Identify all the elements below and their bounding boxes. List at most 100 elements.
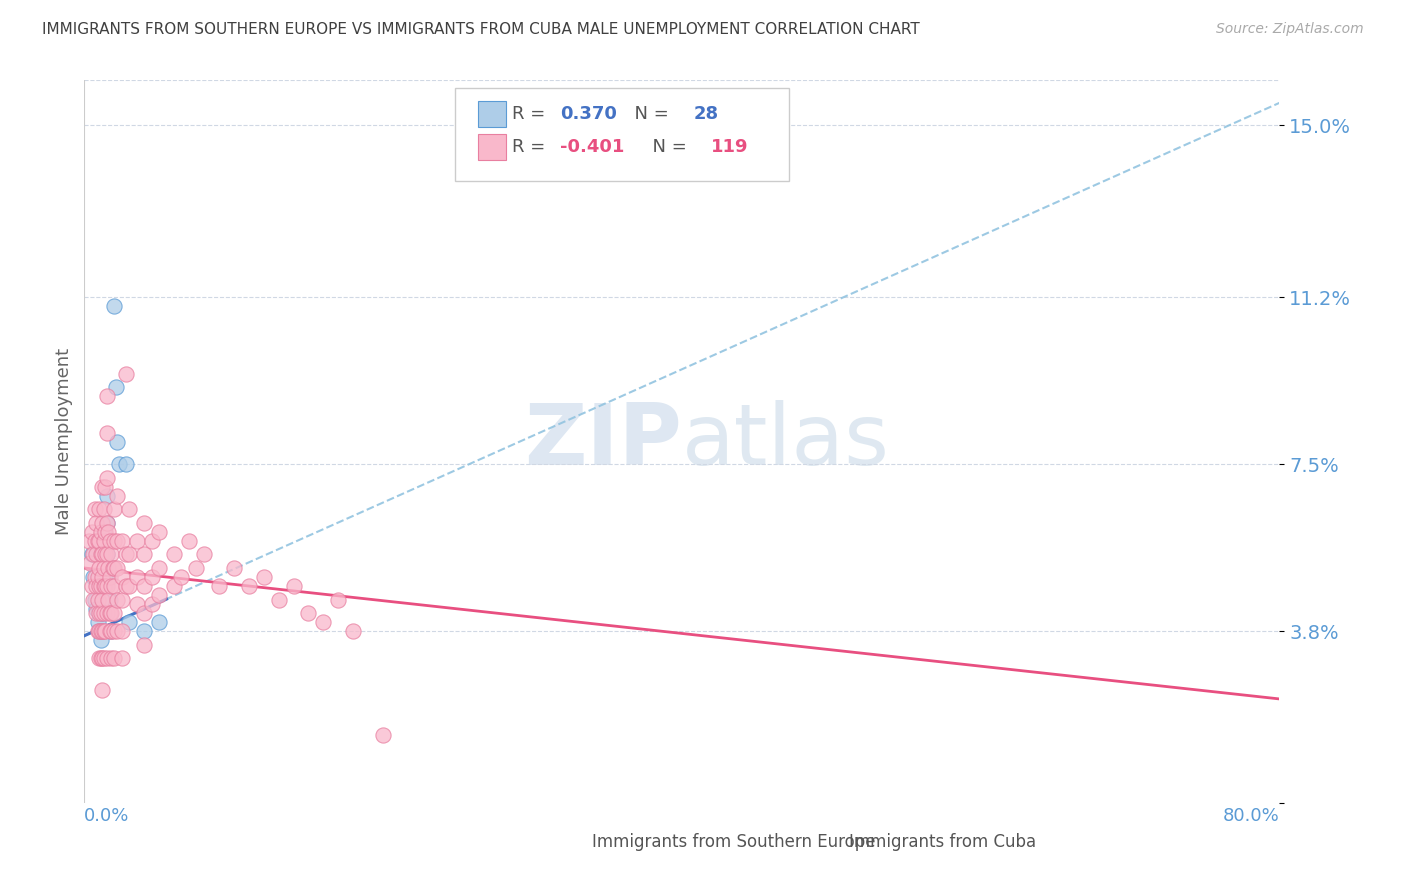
Point — [83, 502, 105, 516]
Point — [93, 624, 115, 639]
Point — [100, 624, 122, 639]
Point — [93, 524, 115, 539]
Point — [91, 480, 114, 494]
Point — [111, 570, 134, 584]
Point — [91, 592, 114, 607]
Point — [79, 557, 101, 571]
Point — [115, 457, 138, 471]
Point — [105, 624, 128, 639]
Point — [148, 588, 170, 602]
Point — [103, 299, 125, 313]
Point — [107, 457, 129, 471]
FancyBboxPatch shape — [813, 833, 845, 850]
Point — [89, 561, 111, 575]
Text: R =: R = — [512, 105, 551, 123]
Point — [103, 561, 125, 575]
Point — [97, 524, 120, 539]
Text: IMMIGRANTS FROM SOUTHERN EUROPE VS IMMIGRANTS FROM CUBA MALE UNEMPLOYMENT CORREL: IMMIGRANTS FROM SOUTHERN EUROPE VS IMMIG… — [42, 22, 920, 37]
Point — [100, 606, 122, 620]
Point — [97, 570, 120, 584]
Point — [82, 548, 104, 562]
Point — [100, 548, 122, 562]
Point — [115, 367, 138, 381]
Point — [96, 425, 118, 440]
Point — [98, 606, 121, 620]
Point — [87, 624, 110, 639]
Text: 0.0%: 0.0% — [84, 807, 129, 825]
Point — [105, 533, 128, 548]
Point — [222, 561, 245, 575]
Text: R =: R = — [512, 138, 551, 156]
Point — [105, 434, 128, 449]
Point — [342, 624, 364, 639]
Point — [90, 651, 112, 665]
Point — [141, 570, 163, 584]
Point — [86, 606, 108, 620]
Point — [132, 624, 156, 639]
Point — [177, 533, 200, 548]
Text: 80.0%: 80.0% — [1223, 807, 1279, 825]
Point — [98, 533, 121, 548]
FancyBboxPatch shape — [555, 833, 588, 850]
Point — [103, 651, 125, 665]
Point — [93, 561, 115, 575]
Point — [105, 561, 128, 575]
Point — [91, 624, 114, 639]
Point — [100, 579, 122, 593]
Point — [96, 606, 118, 620]
Point — [86, 579, 108, 593]
Point — [89, 624, 111, 639]
Point — [118, 579, 141, 593]
Point — [91, 570, 114, 584]
Point — [87, 533, 110, 548]
Point — [90, 524, 112, 539]
FancyBboxPatch shape — [478, 101, 506, 128]
Point — [96, 548, 118, 562]
Point — [283, 579, 305, 593]
Point — [96, 516, 118, 530]
Point — [90, 633, 112, 648]
Point — [89, 651, 111, 665]
Point — [141, 597, 163, 611]
Point — [96, 651, 118, 665]
Point — [94, 524, 117, 539]
Point — [89, 606, 111, 620]
Point — [87, 592, 110, 607]
Point — [115, 579, 138, 593]
Point — [91, 682, 114, 697]
Text: Immigrants from Cuba: Immigrants from Cuba — [849, 833, 1036, 851]
Point — [96, 548, 118, 562]
Point — [103, 624, 125, 639]
Point — [115, 548, 138, 562]
Point — [104, 380, 127, 394]
Point — [132, 638, 156, 652]
Point — [89, 624, 111, 639]
Point — [83, 533, 105, 548]
Point — [312, 615, 335, 630]
Point — [91, 651, 114, 665]
Point — [83, 592, 105, 607]
Point — [105, 489, 128, 503]
Point — [91, 624, 114, 639]
Point — [90, 548, 112, 562]
FancyBboxPatch shape — [456, 87, 790, 181]
Text: ZIP: ZIP — [524, 400, 682, 483]
Point — [163, 579, 186, 593]
Point — [98, 592, 121, 607]
Point — [96, 389, 118, 403]
Point — [96, 489, 118, 503]
Point — [93, 606, 115, 620]
Point — [89, 502, 111, 516]
Point — [90, 624, 112, 639]
Point — [86, 601, 108, 615]
Point — [97, 561, 120, 575]
Text: 0.370: 0.370 — [560, 105, 617, 123]
Point — [373, 728, 395, 742]
Point — [96, 579, 118, 593]
Text: 119: 119 — [710, 138, 748, 156]
Point — [208, 579, 231, 593]
Point — [170, 570, 193, 584]
Point — [89, 601, 111, 615]
Point — [91, 516, 114, 530]
Point — [148, 615, 170, 630]
